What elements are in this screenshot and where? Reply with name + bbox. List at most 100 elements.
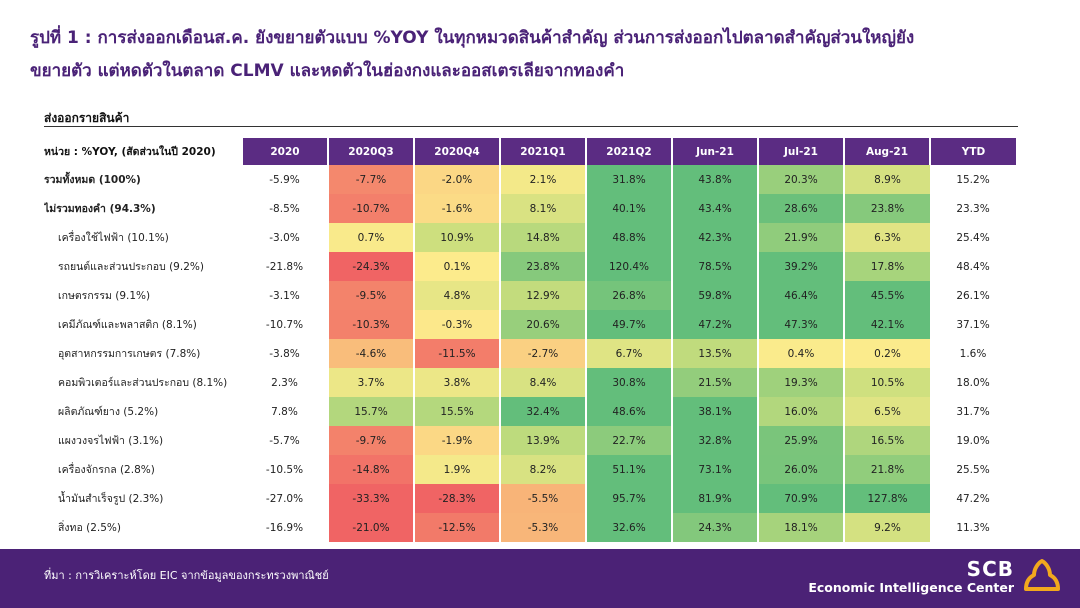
cell-ytd: 31.7% — [956, 405, 990, 418]
cell-jun-21: 78.5% — [671, 252, 758, 281]
cell-aug-21: 17.8% — [843, 252, 930, 281]
cell-jun-21: 24.3% — [671, 513, 758, 542]
cell-jul-21: 16.0% — [757, 397, 844, 426]
column-header-aug-21: Aug-21 — [843, 138, 930, 165]
cell-ytd: 23.3% — [956, 202, 990, 215]
table-row: คอมพิวเตอร์และส่วนประกอบ (8.1%) 2.3% 3.7% 3… — [44, 368, 1016, 397]
table-row: รถยนต์และส่วนประกอบ (9.2%) -21.8% -24.3% 0.… — [44, 252, 1016, 281]
row-label: รถยนต์และส่วนประกอบ (9.2%) — [58, 261, 204, 273]
cell-aug-21: 23.8% — [843, 194, 930, 223]
cell-jun-21: 21.5% — [671, 368, 758, 397]
cell-2021q2: 6.7% — [585, 339, 672, 368]
footer-bar: ที่มา : การวิเคราะห์โดย EIC จากข้อมูลของ… — [0, 549, 1080, 608]
row-label: คอมพิวเตอร์และส่วนประกอบ (8.1%) — [58, 377, 228, 389]
cell-jul-21: 21.9% — [757, 223, 844, 252]
cell-2021q1: 23.8% — [499, 252, 586, 281]
cell-aug-21: 10.5% — [843, 368, 930, 397]
cell-jun-21: 43.8% — [671, 165, 758, 194]
cell-2020: -3.0% — [269, 231, 300, 244]
cell-2021q1: 8.4% — [499, 368, 586, 397]
cell-2020: -5.9% — [269, 173, 300, 186]
cell-2021q1: 2.1% — [499, 165, 586, 194]
cell-2020: -27.0% — [265, 492, 304, 505]
cell-jul-21: 26.0% — [757, 455, 844, 484]
scb-logo-icon — [1024, 559, 1060, 591]
table-row: น้ำมันสำเร็จรูป (2.3%) -27.0% -33.3% -28.3%… — [44, 484, 1016, 513]
column-header-jun-21: Jun-21 — [671, 138, 758, 165]
cell-aug-21: 42.1% — [843, 310, 930, 339]
column-header-2021q2: 2021Q2 — [585, 138, 672, 165]
row-label: เครื่องจักรกล (2.8%) — [58, 464, 155, 476]
cell-2021q2: 40.1% — [585, 194, 672, 223]
cell-2020: -8.5% — [269, 202, 300, 215]
cell-ytd: 48.4% — [956, 260, 990, 273]
cell-jun-21: 42.3% — [671, 223, 758, 252]
section-divider — [44, 126, 1018, 127]
source-note: ที่มา : การวิเคราะห์โดย EIC จากข้อมูลของ… — [44, 569, 329, 582]
cell-2021q1: 14.8% — [499, 223, 586, 252]
cell-2020q3: -9.7% — [327, 426, 414, 455]
cell-2020: 7.8% — [271, 405, 298, 418]
cell-2021q2: 30.8% — [585, 368, 672, 397]
cell-2021q2: 95.7% — [585, 484, 672, 513]
title-line-1: รูปที่ 1 : การส่งออกเดือนส.ค. ยังขยายตัว… — [30, 28, 915, 48]
export-heatmap-table: หน่วย : %YOY, (สัดส่วนในปี 2020) 2020 202… — [44, 138, 1016, 542]
cell-jun-21: 32.8% — [671, 426, 758, 455]
cell-2021q1: 12.9% — [499, 281, 586, 310]
cell-2021q1: 20.6% — [499, 310, 586, 339]
cell-2020q4: 1.9% — [413, 455, 500, 484]
cell-2021q1: 32.4% — [499, 397, 586, 426]
cell-2021q2: 31.8% — [585, 165, 672, 194]
table-row: สิ่งทอ (2.5%) -16.9% -21.0% -12.5% -5.3% 32.6… — [44, 513, 1016, 542]
cell-2020q4: -2.0% — [413, 165, 500, 194]
cell-ytd: 18.0% — [956, 376, 990, 389]
column-header-2020q4: 2020Q4 — [413, 138, 500, 165]
cell-2020q3: -4.6% — [327, 339, 414, 368]
cell-jul-21: 46.4% — [757, 281, 844, 310]
cell-jun-21: 43.4% — [671, 194, 758, 223]
cell-2021q2: 22.7% — [585, 426, 672, 455]
cell-jun-21: 13.5% — [671, 339, 758, 368]
page-title: รูปที่ 1 : การส่งออกเดือนส.ค. ยังขยายตัว… — [30, 22, 1060, 88]
cell-2020: -10.5% — [265, 463, 304, 476]
cell-jul-21: 0.4% — [757, 339, 844, 368]
row-label: เครื่องใช้ไฟฟ้า (10.1%) — [58, 232, 169, 244]
cell-jun-21: 73.1% — [671, 455, 758, 484]
cell-2021q1: 8.1% — [499, 194, 586, 223]
cell-jun-21: 59.8% — [671, 281, 758, 310]
row-label: อุตสาหกรรมการเกษตร (7.8%) — [58, 348, 201, 360]
cell-aug-21: 21.8% — [843, 455, 930, 484]
column-header-2020: 2020 — [241, 138, 328, 165]
brand-subtitle: Economic Intelligence Center — [808, 580, 1014, 595]
cell-2020q3: -7.7% — [327, 165, 414, 194]
cell-aug-21: 8.9% — [843, 165, 930, 194]
cell-2020: -5.7% — [269, 434, 300, 447]
cell-ytd: 15.2% — [956, 173, 990, 186]
cell-2020q3: 15.7% — [327, 397, 414, 426]
cell-2021q1: 13.9% — [499, 426, 586, 455]
cell-aug-21: 6.5% — [843, 397, 930, 426]
table-row: ผลิตภัณฑ์ยาง (5.2%) 7.8% 15.7% 15.5% 32.4% 48… — [44, 397, 1016, 426]
cell-2021q1: 8.2% — [499, 455, 586, 484]
cell-2020: -10.7% — [265, 318, 304, 331]
cell-2020q3: -10.3% — [327, 310, 414, 339]
cell-2020q3: -9.5% — [327, 281, 414, 310]
row-label: ผลิตภัณฑ์ยาง (5.2%) — [58, 406, 159, 418]
cell-2020q4: -1.9% — [413, 426, 500, 455]
cell-2020q4: -0.3% — [413, 310, 500, 339]
cell-2020: -3.1% — [269, 289, 300, 302]
cell-2020: -3.8% — [269, 347, 300, 360]
table-row: รวมทั้งหมด (100%) -5.9% -7.7% -2.0% 2.1% 31.8… — [44, 165, 1016, 194]
cell-jul-21: 25.9% — [757, 426, 844, 455]
cell-2021q2: 26.8% — [585, 281, 672, 310]
cell-2021q2: 51.1% — [585, 455, 672, 484]
column-header-2021q1: 2021Q1 — [499, 138, 586, 165]
title-line-2: ขยายตัว แต่หดตัวในตลาด CLMV และหดตัวในฮ่… — [30, 61, 625, 81]
cell-2020: -21.8% — [265, 260, 304, 273]
cell-2020q4: -11.5% — [413, 339, 500, 368]
cell-ytd: 47.2% — [956, 492, 990, 505]
column-header-2020q3: 2020Q3 — [327, 138, 414, 165]
cell-aug-21: 45.5% — [843, 281, 930, 310]
cell-jul-21: 18.1% — [757, 513, 844, 542]
cell-2020q4: 3.8% — [413, 368, 500, 397]
